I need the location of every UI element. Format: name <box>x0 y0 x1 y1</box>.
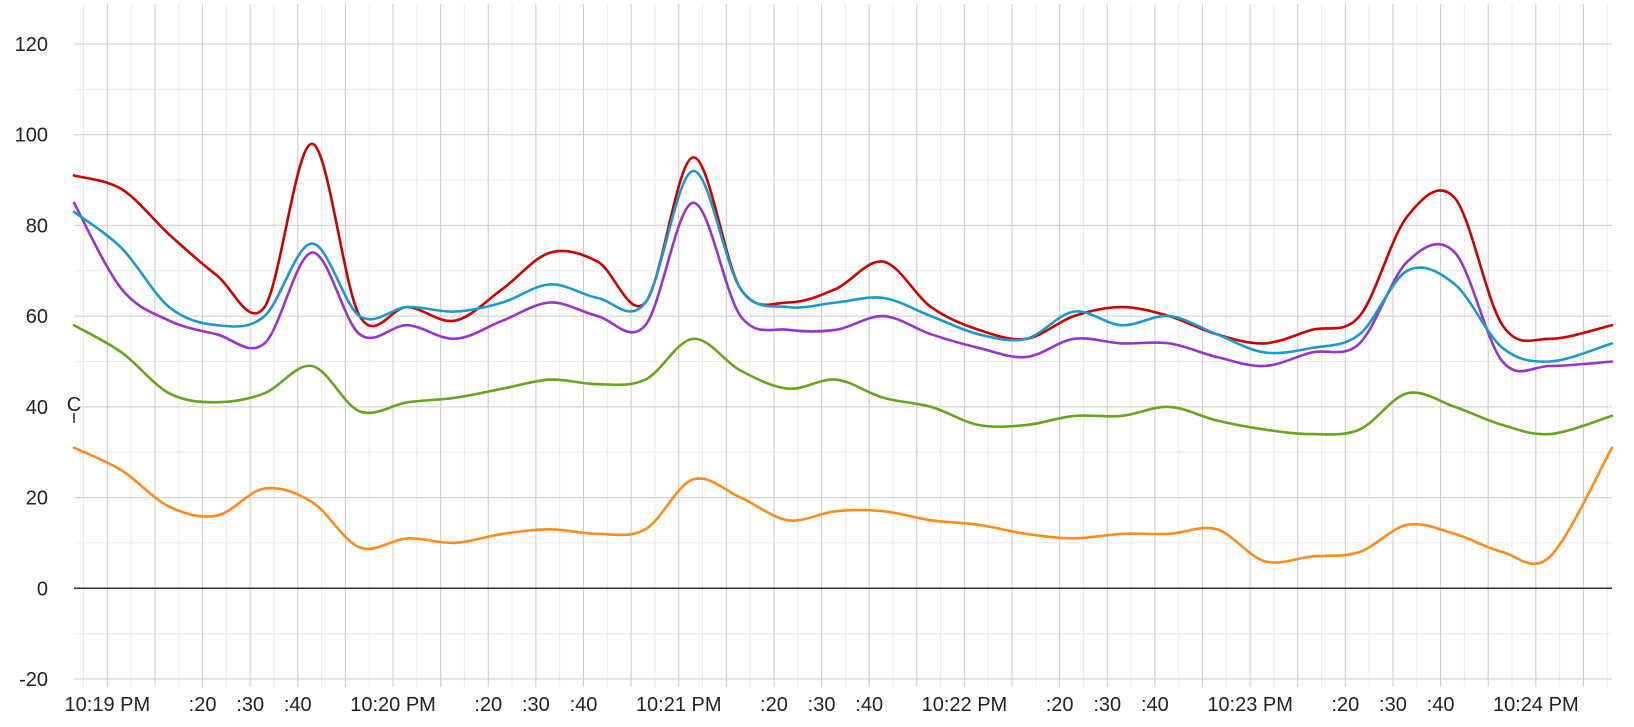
x-axis: 10:19 PM :20 :30 :40 10:20 PM :20 :30 :40 10:21 … <box>65 694 1579 716</box>
x-tick-label: 10:22 PM <box>922 694 1008 716</box>
x-tick-label: 10:24 PM <box>1493 694 1579 716</box>
y-tick-label: 80 <box>26 215 48 237</box>
x-tick-label: :30 <box>1093 694 1121 716</box>
series-line-5 <box>72 446 1614 566</box>
y-tick-label: 100 <box>15 125 48 147</box>
x-tick-label: :40 <box>855 694 883 716</box>
series-line-4 <box>72 323 1614 436</box>
series-line-2 <box>72 201 1614 373</box>
x-tick-label: :20 <box>189 694 217 716</box>
x-tick-label: :20 <box>760 694 788 716</box>
plot-series <box>72 142 1614 566</box>
x-tick-label: :20 <box>1046 694 1074 716</box>
x-tick-label: 10:23 PM <box>1207 694 1293 716</box>
y-axis: -20 0 20 40 60 80 100 120 <box>15 34 48 691</box>
series-line-1 <box>72 142 1614 345</box>
x-tick-label: :20 <box>1331 694 1359 716</box>
x-tick-label: :40 <box>570 694 598 716</box>
y-tick-label: 20 <box>26 488 48 510</box>
x-tick-label: 10:21 PM <box>636 694 722 716</box>
annotations: C <box>67 394 81 423</box>
x-tick-label: 10:19 PM <box>65 694 151 716</box>
x-tick-label: :40 <box>1427 694 1455 716</box>
x-tick-label: :30 <box>236 694 264 716</box>
x-tick-label: :30 <box>808 694 836 716</box>
x-tick-label: :40 <box>1141 694 1169 716</box>
minor-gridlines <box>74 4 1612 687</box>
y-tick-label: 40 <box>26 397 48 419</box>
x-tick-label: :30 <box>522 694 550 716</box>
x-tick-label: :40 <box>284 694 312 716</box>
y-tick-label: 120 <box>15 34 48 56</box>
annotation-label: C <box>67 394 81 416</box>
y-tick-label: 0 <box>37 578 48 600</box>
y-tick-label: 60 <box>26 306 48 328</box>
series-line-3 <box>72 169 1614 363</box>
y-tick-label: -20 <box>19 669 48 691</box>
x-tick-label: :30 <box>1379 694 1407 716</box>
major-gridlines <box>74 4 1612 687</box>
x-tick-label: :20 <box>474 694 502 716</box>
x-tick-label: 10:20 PM <box>350 694 436 716</box>
